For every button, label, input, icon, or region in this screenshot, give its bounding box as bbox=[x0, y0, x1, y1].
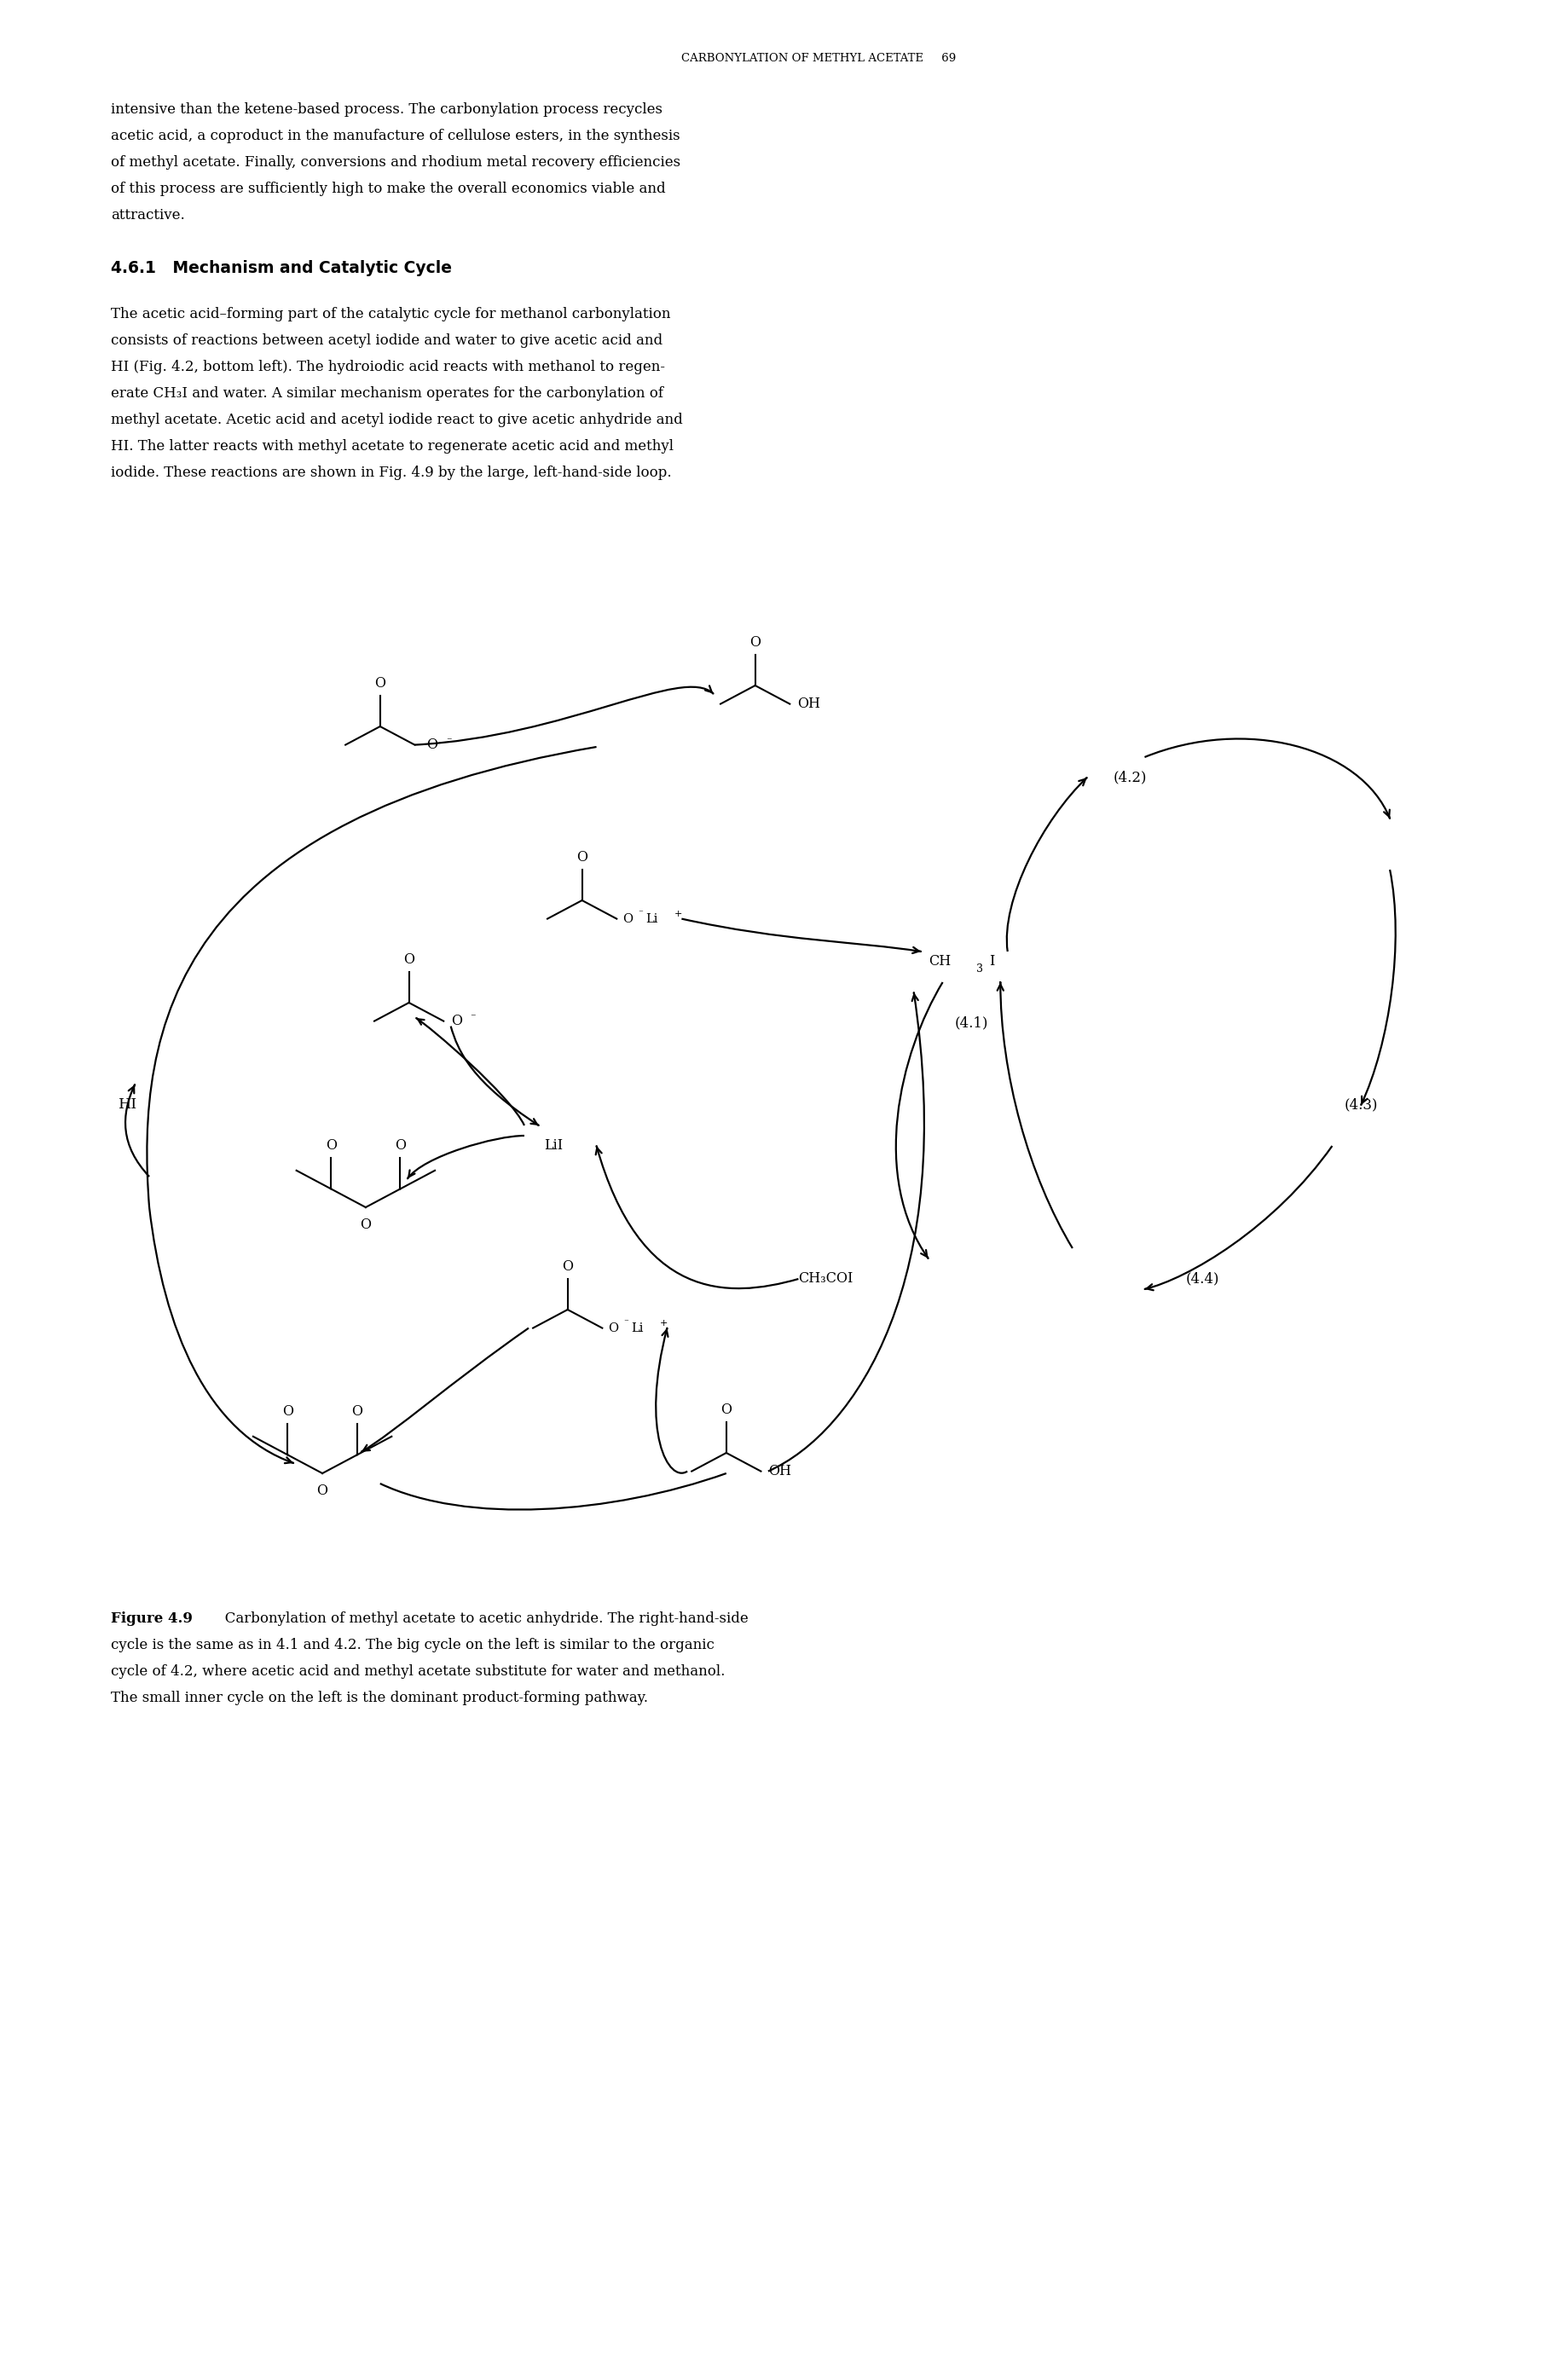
Text: CH₃COI: CH₃COI bbox=[798, 1271, 853, 1287]
Text: of this process are sufficiently high to make the overall economics viable and: of this process are sufficiently high to… bbox=[111, 182, 665, 196]
Text: HI (Fig. 4.2, bottom left). The hydroiodic acid reacts with methanol to regen-: HI (Fig. 4.2, bottom left). The hydroiod… bbox=[111, 360, 665, 374]
Text: (4.2): (4.2) bbox=[1113, 771, 1148, 786]
Text: of methyl acetate. Finally, conversions and rhodium metal recovery efficiencies: of methyl acetate. Finally, conversions … bbox=[111, 156, 681, 170]
Text: consists of reactions between acetyl iodide and water to give acetic acid and: consists of reactions between acetyl iod… bbox=[111, 334, 663, 348]
Text: O: O bbox=[426, 738, 437, 752]
Text: erate CH₃I and water. A similar mechanism operates for the carbonylation of: erate CH₃I and water. A similar mechanis… bbox=[111, 386, 663, 400]
Text: Carbonylation of methyl acetate to acetic anhydride. The right-hand-side: Carbonylation of methyl acetate to aceti… bbox=[212, 1611, 748, 1625]
Text: acetic acid, a coproduct in the manufacture of cellulose esters, in the synthesi: acetic acid, a coproduct in the manufact… bbox=[111, 128, 681, 144]
Text: O: O bbox=[750, 634, 760, 651]
Text: O: O bbox=[375, 677, 386, 691]
Text: CH: CH bbox=[928, 953, 950, 970]
Text: O: O bbox=[577, 849, 588, 864]
Text: O: O bbox=[395, 1138, 406, 1152]
Text: O: O bbox=[326, 1138, 337, 1152]
Text: I: I bbox=[989, 953, 994, 970]
Text: LiI: LiI bbox=[544, 1138, 563, 1152]
Text: methyl acetate. Acetic acid and acetyl iodide react to give acetic anhydride and: methyl acetate. Acetic acid and acetyl i… bbox=[111, 412, 682, 428]
Text: OH: OH bbox=[797, 696, 820, 712]
Text: O: O bbox=[450, 1015, 463, 1029]
Text: +: + bbox=[674, 909, 682, 918]
Text: +: + bbox=[660, 1318, 668, 1327]
Text: 4.6.1   Mechanism and Catalytic Cycle: 4.6.1 Mechanism and Catalytic Cycle bbox=[111, 260, 452, 277]
Text: Figure 4.9: Figure 4.9 bbox=[111, 1611, 193, 1625]
Text: ⁻: ⁻ bbox=[624, 1318, 629, 1327]
Text: O: O bbox=[608, 1323, 618, 1334]
Text: O: O bbox=[361, 1218, 372, 1233]
Text: Li: Li bbox=[646, 913, 659, 925]
Text: O: O bbox=[317, 1483, 328, 1498]
Text: The acetic acid–forming part of the catalytic cycle for methanol carbonylation: The acetic acid–forming part of the cata… bbox=[111, 308, 671, 322]
Text: O: O bbox=[403, 953, 414, 968]
Text: Li: Li bbox=[630, 1323, 643, 1334]
Text: HI. The latter reacts with methyl acetate to regenerate acetic acid and methyl: HI. The latter reacts with methyl acetat… bbox=[111, 440, 674, 454]
Text: (4.1): (4.1) bbox=[955, 1015, 988, 1029]
Text: CARBONYLATION OF METHYL ACETATE     69: CARBONYLATION OF METHYL ACETATE 69 bbox=[681, 52, 956, 64]
Text: HI: HI bbox=[118, 1098, 136, 1112]
Text: (4.4): (4.4) bbox=[1185, 1271, 1220, 1287]
Text: O: O bbox=[561, 1259, 574, 1273]
Text: (4.3): (4.3) bbox=[1344, 1098, 1378, 1112]
Text: OH: OH bbox=[768, 1465, 792, 1479]
Text: 3: 3 bbox=[975, 963, 983, 975]
Text: cycle is the same as in 4.1 and 4.2. The big cycle on the left is similar to the: cycle is the same as in 4.1 and 4.2. The… bbox=[111, 1637, 715, 1651]
Text: attractive.: attractive. bbox=[111, 208, 185, 222]
Text: The small inner cycle on the left is the dominant product-forming pathway.: The small inner cycle on the left is the… bbox=[111, 1692, 648, 1706]
Text: cycle of 4.2, where acetic acid and methyl acetate substitute for water and meth: cycle of 4.2, where acetic acid and meth… bbox=[111, 1663, 724, 1680]
Text: intensive than the ketene-based process. The carbonylation process recycles: intensive than the ketene-based process.… bbox=[111, 102, 663, 116]
Text: O: O bbox=[622, 913, 633, 925]
Text: O: O bbox=[351, 1405, 362, 1420]
Text: iodide. These reactions are shown in Fig. 4.9 by the large, left-hand-side loop.: iodide. These reactions are shown in Fig… bbox=[111, 466, 671, 480]
Text: ⁻: ⁻ bbox=[638, 909, 643, 918]
Text: O: O bbox=[282, 1405, 293, 1420]
Text: ⁻: ⁻ bbox=[447, 736, 452, 748]
Text: ⁻: ⁻ bbox=[469, 1013, 475, 1024]
Text: O: O bbox=[721, 1403, 732, 1417]
